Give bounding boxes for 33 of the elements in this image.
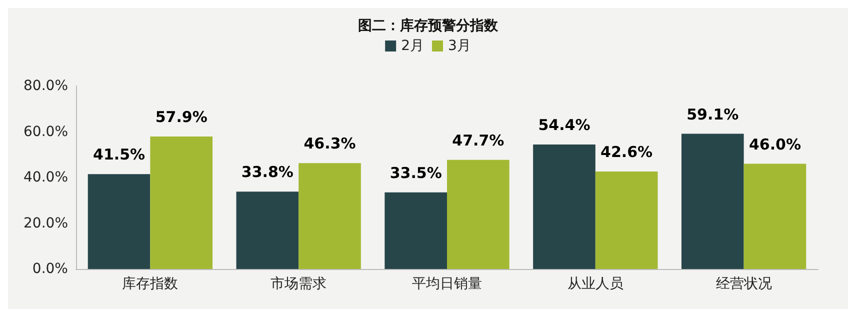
bar	[150, 136, 213, 269]
legend-label: 3月	[448, 38, 471, 54]
bar	[447, 160, 510, 269]
y-tick-label: 20.0%	[24, 215, 68, 232]
x-tick-label: 经营状况	[716, 276, 772, 292]
bar	[681, 134, 744, 269]
data-label: 47.7%	[452, 131, 504, 150]
y-tick-label: 0.0%	[32, 261, 68, 277]
data-label: 33.8%	[241, 163, 294, 182]
x-tick-label: 市场需求	[270, 276, 327, 292]
data-label: 41.5%	[93, 146, 146, 164]
bar	[595, 172, 658, 269]
bar	[88, 174, 150, 269]
x-tick-label: 从业人员	[567, 276, 624, 292]
data-label: 57.9%	[155, 108, 208, 126]
data-label: 42.6%	[600, 143, 653, 162]
data-label: 46.3%	[304, 134, 356, 153]
y-tick-label: 80.0%	[24, 78, 68, 94]
bar	[384, 192, 447, 269]
data-label: 33.5%	[390, 164, 442, 182]
bar	[236, 192, 299, 269]
data-label: 54.4%	[538, 116, 590, 134]
data-label: 46.0%	[748, 135, 801, 154]
chart-title: 图二：库存预警分指数	[358, 17, 499, 34]
x-tick-label: 库存指数	[122, 276, 178, 292]
y-tick-label: 60.0%	[24, 124, 68, 140]
bar	[533, 144, 596, 269]
data-label: 59.1%	[686, 105, 739, 124]
y-tick-label: 40.0%	[24, 170, 68, 186]
x-tick-label: 平均日销量	[412, 276, 482, 292]
legend-label: 2月	[401, 38, 424, 54]
bar	[298, 163, 361, 269]
bar	[744, 164, 806, 269]
